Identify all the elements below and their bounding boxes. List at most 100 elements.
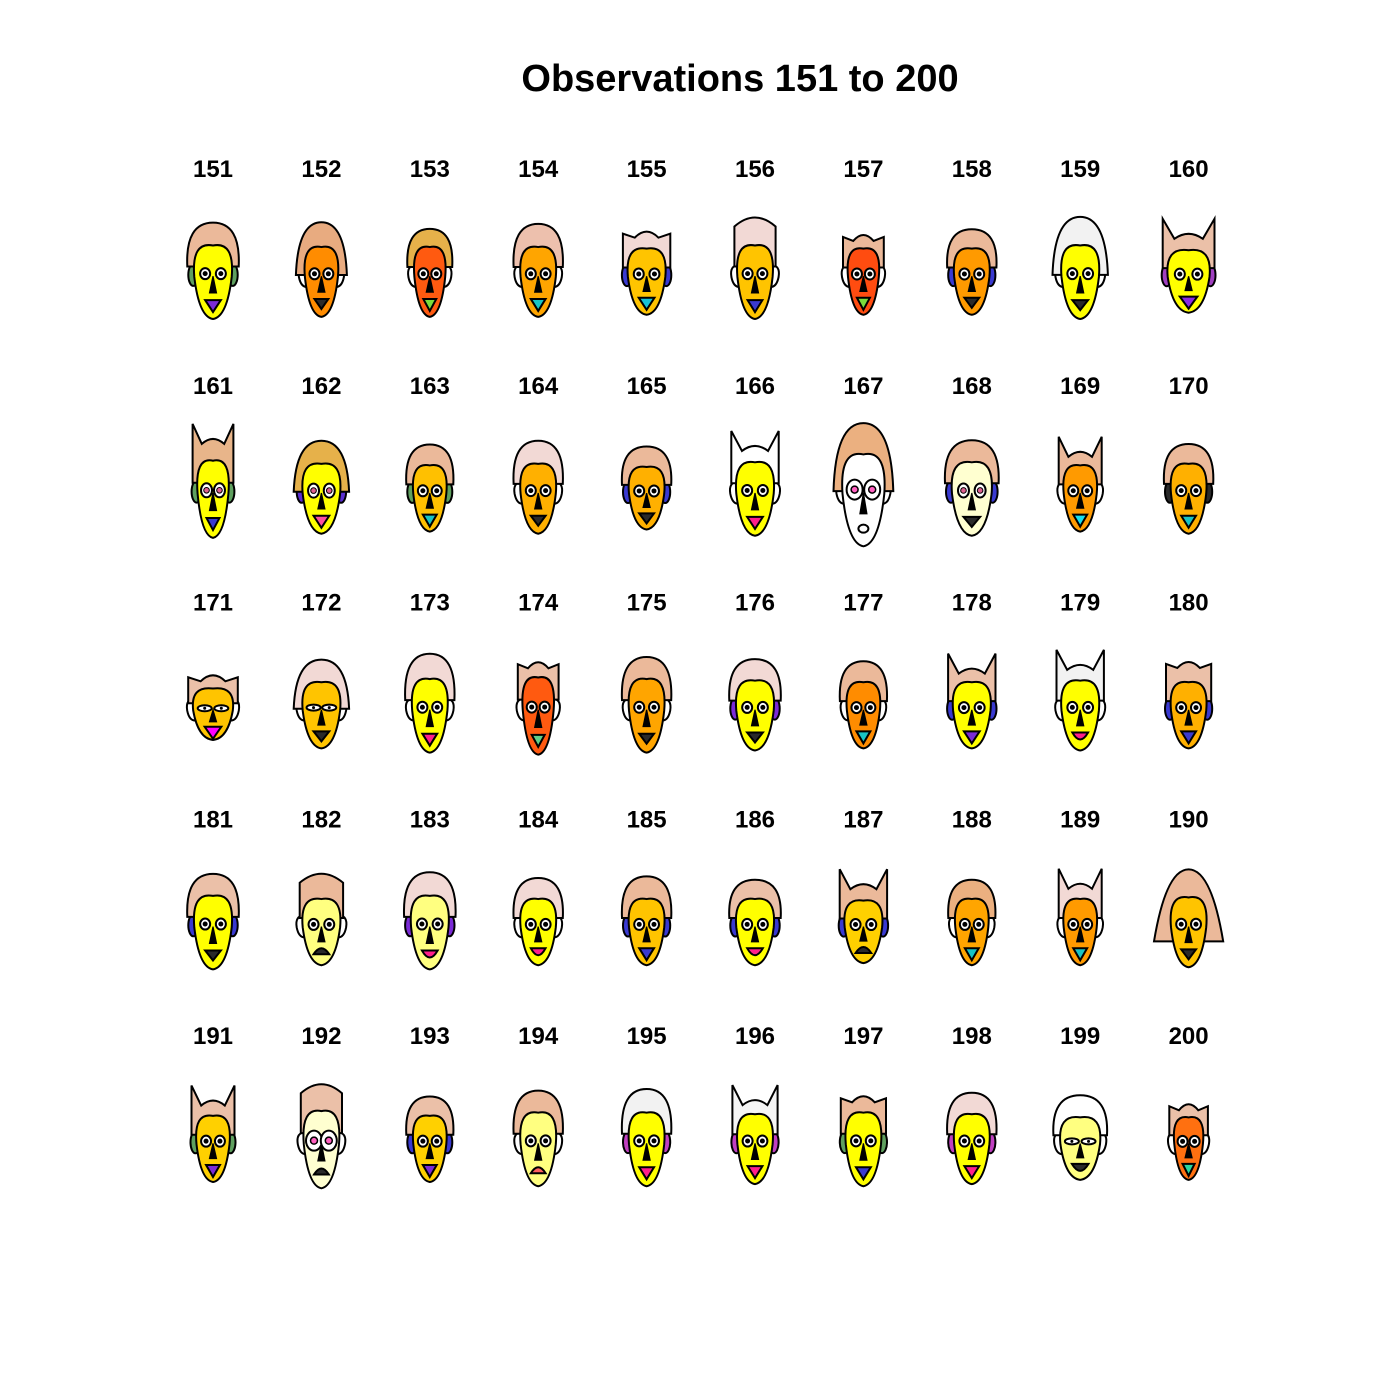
- face-195: 195: [620, 1023, 673, 1188]
- face-197: 197: [838, 1023, 888, 1188]
- mouth: [854, 1166, 873, 1182]
- mouth: [528, 514, 548, 528]
- face-181: 181: [186, 806, 240, 971]
- pupil: [850, 485, 859, 494]
- mouth: [1177, 295, 1200, 311]
- mouth: [421, 297, 438, 314]
- face-154: 154: [512, 156, 564, 318]
- face-label: 170: [1169, 373, 1209, 400]
- face-157: 157: [840, 156, 887, 316]
- pupil: [311, 921, 317, 927]
- pupil: [419, 921, 425, 927]
- nose: [1184, 926, 1193, 944]
- face-label: 188: [952, 806, 992, 833]
- face-155: 155: [620, 156, 673, 316]
- face-175: 175: [620, 590, 673, 754]
- face-label: 180: [1169, 590, 1209, 617]
- face-194: 194: [512, 1023, 564, 1188]
- face-label: 200: [1169, 1023, 1209, 1050]
- pupil: [760, 704, 766, 710]
- pupil: [325, 487, 333, 494]
- pupil: [636, 921, 642, 927]
- pupil: [1192, 1138, 1198, 1144]
- pupil: [420, 271, 426, 277]
- face-label: 155: [627, 156, 667, 183]
- mouth: [636, 296, 657, 312]
- pupil: [961, 271, 967, 277]
- nose: [859, 276, 868, 292]
- nose: [533, 926, 543, 943]
- pupil: [976, 1138, 982, 1144]
- face-180: 180: [1164, 590, 1214, 750]
- pupil: [961, 1138, 967, 1144]
- face-172: 172: [292, 590, 351, 750]
- pupil: [543, 1138, 549, 1144]
- mouth: [529, 1166, 548, 1175]
- mouth: [1070, 1162, 1091, 1172]
- nose: [533, 1143, 543, 1161]
- face-158: 158: [946, 156, 998, 316]
- face-176: 176: [728, 590, 782, 752]
- mouth: [1070, 731, 1090, 741]
- nose: [859, 492, 868, 515]
- pupil: [528, 488, 534, 494]
- face-185: 185: [620, 806, 673, 967]
- face-label: 153: [410, 156, 450, 183]
- mouth: [204, 1163, 222, 1179]
- mouth: [1179, 730, 1198, 746]
- mouth: [421, 513, 439, 529]
- face-163: 163: [405, 373, 455, 533]
- mouth: [529, 297, 548, 313]
- mouth: [855, 296, 872, 312]
- nose: [750, 276, 760, 294]
- mouth: [311, 514, 332, 530]
- nose: [1075, 926, 1085, 943]
- nose: [317, 492, 326, 510]
- pupil: [744, 921, 750, 927]
- mouth: [745, 515, 765, 531]
- face-170: 170: [1162, 373, 1215, 535]
- pupil: [528, 1138, 534, 1144]
- pupil: [420, 488, 426, 494]
- pupil: [636, 488, 642, 494]
- mouth: [961, 515, 983, 529]
- face-label: 195: [627, 1023, 667, 1050]
- face-192: 192: [296, 1023, 347, 1190]
- face-183: 183: [403, 806, 457, 971]
- pupil: [651, 704, 657, 710]
- nose: [642, 709, 651, 728]
- mouth: [204, 517, 222, 533]
- pupil: [759, 271, 765, 277]
- face-186: 186: [728, 806, 782, 967]
- pupil: [218, 271, 224, 277]
- pupil: [1069, 704, 1075, 710]
- mouth: [202, 725, 224, 741]
- pupil: [745, 1138, 751, 1144]
- face-label: 168: [952, 373, 992, 400]
- nose: [425, 1143, 435, 1160]
- face-label: 179: [1060, 590, 1100, 617]
- pupil: [217, 1138, 223, 1144]
- face-label: 193: [410, 1023, 450, 1050]
- pupil: [1178, 705, 1184, 711]
- face-label: 163: [410, 373, 450, 400]
- pupil: [636, 1138, 642, 1144]
- face-label: 171: [193, 590, 233, 617]
- pupil: [976, 487, 984, 494]
- pupil: [854, 271, 860, 277]
- pupil: [326, 921, 332, 927]
- pupil: [435, 921, 441, 927]
- pupil: [309, 1136, 319, 1145]
- pupil: [744, 487, 750, 493]
- mouth: [962, 730, 982, 746]
- pupil: [311, 271, 317, 277]
- pupil: [1180, 1138, 1186, 1144]
- pupil: [1084, 488, 1090, 494]
- pupil: [1070, 488, 1076, 494]
- face-196: 196: [730, 1023, 780, 1186]
- nose: [425, 926, 435, 944]
- face-151: 151: [186, 156, 240, 321]
- nose: [317, 1143, 326, 1162]
- nose: [317, 709, 326, 726]
